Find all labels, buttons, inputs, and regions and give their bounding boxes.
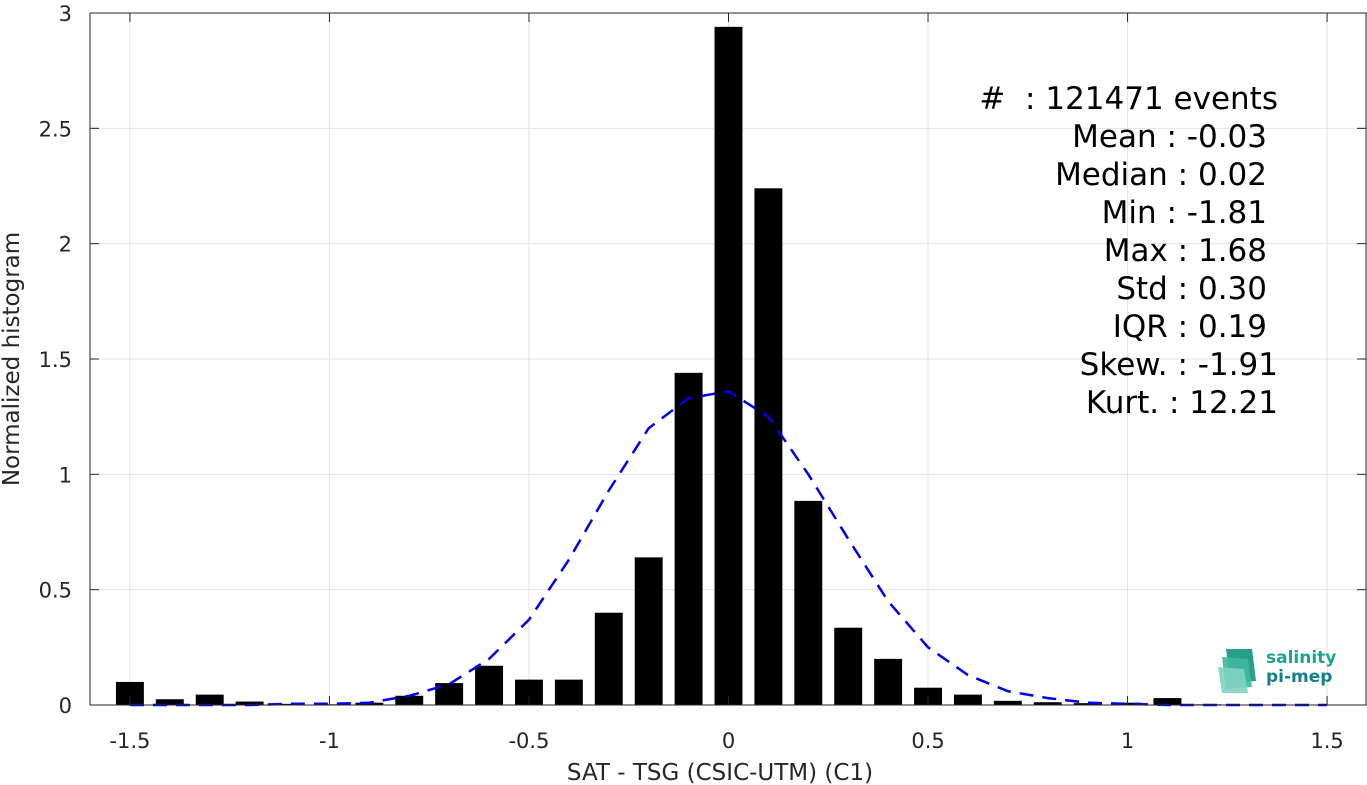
x-tick-label: 1 xyxy=(1121,729,1134,753)
stat-line: Std : 0.30 xyxy=(1116,271,1267,307)
logo-waves-icon xyxy=(1218,649,1256,693)
y-tick-label: 1.5 xyxy=(39,348,72,372)
histogram-bar xyxy=(953,694,982,705)
histogram-bar xyxy=(155,699,184,705)
histogram-bar xyxy=(1153,698,1182,705)
histogram-bar xyxy=(554,679,583,705)
y-tick-label: 2.5 xyxy=(39,117,72,141)
x-tick-label: 1.5 xyxy=(1310,729,1343,753)
histogram-bar xyxy=(395,695,424,705)
stat-line: Median : 0.02 xyxy=(1055,157,1267,193)
histogram-bar xyxy=(1033,702,1062,705)
histogram-bar xyxy=(834,627,863,705)
x-tick-label: -1.5 xyxy=(109,729,150,753)
histogram-bar xyxy=(993,700,1022,705)
stat-line: Kurt. : 12.21 xyxy=(1085,385,1278,421)
stat-line: Max : 1.68 xyxy=(1103,233,1267,269)
histogram-bar xyxy=(475,665,504,705)
x-axis-label: SAT - TSG (CSIC-UTM) (C1) xyxy=(567,760,873,785)
histogram-bar xyxy=(674,372,703,705)
histogram-bar xyxy=(714,26,743,705)
x-axis-ticks: -1.5 -1 -0.5 0 0.5 1 1.5 xyxy=(109,13,1344,753)
y-tick-label: 0.5 xyxy=(39,579,72,603)
histogram-bar xyxy=(874,658,903,705)
x-tick-label: -1 xyxy=(319,729,340,753)
fit-curve xyxy=(129,389,1328,707)
stat-line: Min : -1.81 xyxy=(1101,195,1267,231)
stat-line: # : 121471 events xyxy=(979,81,1278,117)
histogram-bar xyxy=(1073,703,1102,705)
histogram-bar xyxy=(195,694,224,705)
logo-text-salinity: salinity xyxy=(1266,648,1337,668)
stat-line: Mean : -0.03 xyxy=(1072,119,1267,155)
stat-line: IQR : 0.19 xyxy=(1112,309,1267,345)
y-axis-ticks: 0 0.5 1 1.5 2 2.5 3 xyxy=(39,2,1366,718)
y-tick-label: 0 xyxy=(59,694,72,718)
histogram-bar xyxy=(634,557,663,705)
y-tick-label: 3 xyxy=(59,2,72,26)
histogram-bar xyxy=(235,701,264,705)
salinity-pi-mep-logo: salinity pi-mep xyxy=(1218,647,1348,695)
y-axis-label: Normalized histogram xyxy=(0,232,25,486)
x-tick-label: 0 xyxy=(722,729,735,753)
logo-text-pi-mep: pi-mep xyxy=(1266,667,1333,687)
x-tick-label: -0.5 xyxy=(508,729,549,753)
histogram-bars xyxy=(115,26,1342,706)
histogram-bar xyxy=(435,683,464,705)
histogram-bar xyxy=(275,703,304,705)
histogram-bar xyxy=(115,681,144,705)
histogram-bar xyxy=(754,188,783,706)
histogram-bar xyxy=(594,612,623,705)
y-tick-label: 2 xyxy=(59,233,72,257)
y-tick-label: 1 xyxy=(59,463,72,487)
stat-line: Skew. : -1.91 xyxy=(1079,347,1278,383)
x-tick-label: 0.5 xyxy=(911,729,944,753)
histogram-bar xyxy=(794,500,823,705)
